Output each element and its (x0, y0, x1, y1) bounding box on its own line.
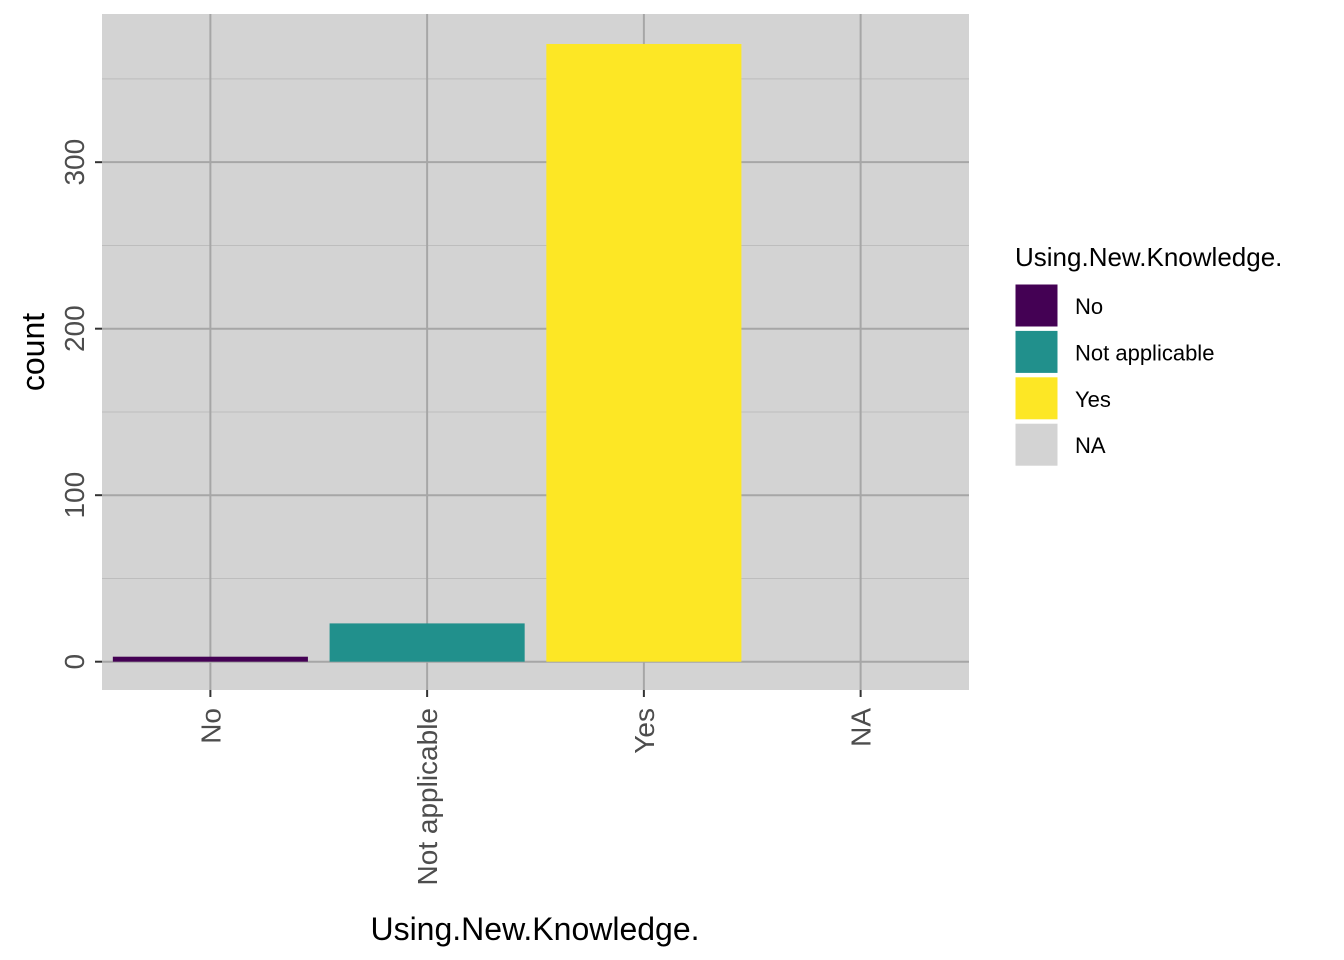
legend-key-no (1014, 283, 1059, 328)
legend-label: Yes (1075, 387, 1111, 412)
y-tick-label: 0 (59, 654, 90, 670)
x-axis: No Not applicable Yes NA (195, 690, 877, 885)
legend-key-not-applicable (1014, 329, 1059, 374)
x-tick-label: Yes (629, 708, 660, 754)
legend-entries: No Not applicable Yes NA (1014, 283, 1214, 467)
bar-no (112, 656, 308, 662)
y-tick-label: 300 (59, 139, 90, 186)
legend-label: No (1075, 294, 1103, 319)
legend-key-yes (1014, 376, 1059, 421)
x-axis-title: Using.New.Knowledge. (370, 911, 699, 947)
x-tick-label: NA (846, 708, 877, 747)
y-axis: 0 100 200 300 (59, 139, 102, 670)
y-tick-label: 200 (59, 305, 90, 352)
plot-panel (102, 14, 969, 690)
legend-key-na (1014, 422, 1059, 467)
y-tick-label: 100 (59, 472, 90, 519)
bar-not-applicable (329, 623, 525, 662)
bar-yes (546, 43, 742, 662)
legend: Using.New.Knowledge. No Not applicable Yes… (1014, 242, 1282, 467)
x-tick-label: Not applicable (412, 708, 443, 885)
legend-label: Not applicable (1075, 340, 1214, 365)
legend-title: Using.New.Knowledge. (1015, 242, 1282, 272)
bars-group (112, 43, 742, 662)
x-tick-label: No (195, 708, 226, 744)
minor-gridlines (102, 78, 969, 579)
y-axis-title: count (15, 313, 51, 391)
legend-label: NA (1075, 433, 1106, 458)
